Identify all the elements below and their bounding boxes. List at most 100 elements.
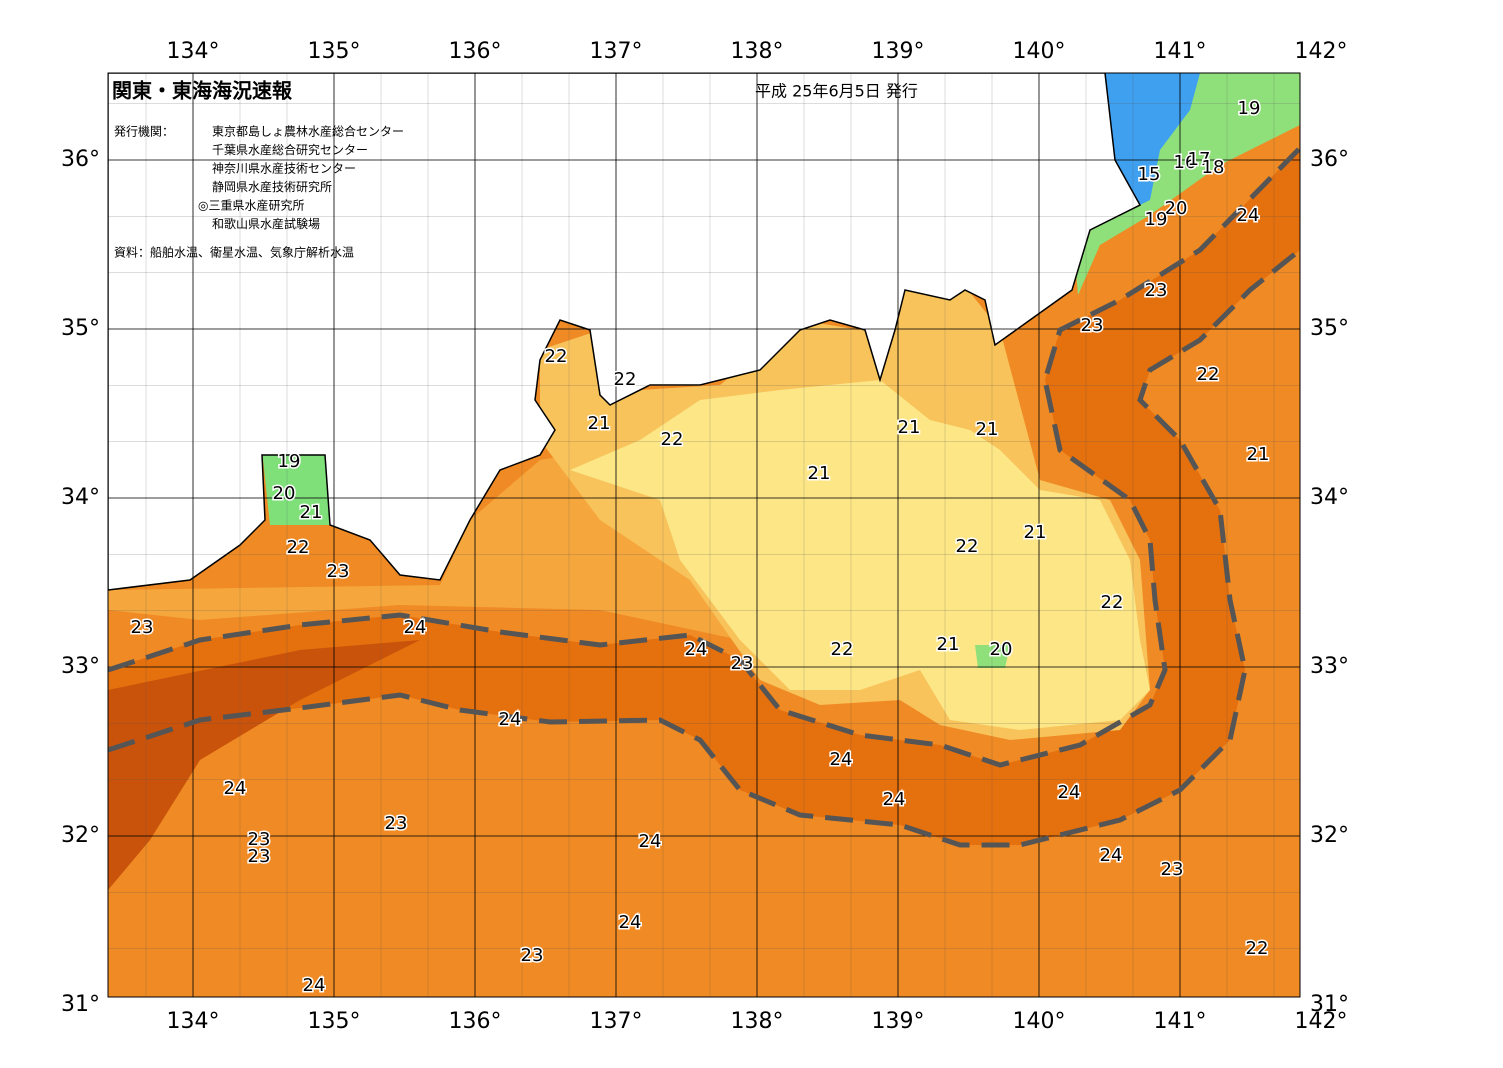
contour-label: 16 [1174,152,1197,173]
contour-label: 23 [248,846,271,867]
contour-label: 24 [1100,845,1123,866]
source: 資料：船舶水温、衛星水温、気象庁解析水温 [114,245,354,260]
lat-label-right: 31° [1310,992,1349,1017]
publisher: 静岡県水産技術研究所 [212,179,332,194]
contour-label: 23 [1081,315,1104,336]
contour-label: 23 [248,829,271,850]
land [108,73,1142,591]
contour-label: 22 [545,346,568,367]
contour-label: 20 [1165,198,1188,219]
map-frame [107,72,1301,998]
lon-label-bottom: 134° [167,1009,220,1034]
contour-label: 22 [956,536,979,557]
contour-label: 21 [300,502,323,523]
contour-label: 22 [1197,364,1220,385]
contour-label: 24 [404,617,427,638]
lon-label-bottom: 138° [731,1009,784,1034]
kuroshio-north-edge [108,146,1300,768]
lat-label-right: 32° [1310,823,1349,848]
lon-label-bottom: 137° [590,1009,643,1034]
issue-date: 平成 25年6月5日 発行 [755,82,918,101]
lat-label-left: 33° [61,654,100,679]
lat-label-right: 36° [1310,147,1349,172]
warm-core [108,640,420,890]
lat-label-right: 34° [1310,485,1349,510]
contour-label: 23 [327,561,350,582]
lon-label-top: 135° [308,39,361,64]
lon-label-bottom: 136° [449,1009,502,1034]
contour-label: 24 [1058,782,1081,803]
lon-label-top: 141° [1154,39,1207,64]
lon-label-bottom: 141° [1154,1009,1207,1034]
lon-label-bottom: 139° [872,1009,925,1034]
lon-label-bottom: 142° [1295,1009,1348,1034]
contour-label: 21 [898,417,921,438]
contour-label: 23 [131,617,154,638]
lat-label-left: 32° [61,823,100,848]
publisher: 神奈川県水産技術センター [212,161,356,176]
contour-label: 22 [614,369,637,390]
lat-label-left: 34° [61,485,100,510]
lon-label-top: 137° [590,39,643,64]
contour-label: 24 [303,975,326,996]
publisher: 和歌山県水産試験場 [212,216,320,231]
map-layers [108,73,1300,997]
lon-label-top: 134° [167,39,220,64]
contour-label: 21 [1024,522,1047,543]
contour-label: 24 [830,749,853,770]
lon-label-top: 138° [731,39,784,64]
cool-water [570,380,1150,730]
contour-label: 21 [976,419,999,440]
publisher: 千葉県水産総合研究センター [212,142,368,157]
contour-label: 24 [685,639,708,660]
contour-label: 15 [1138,164,1161,185]
lat-label-left: 35° [61,316,100,341]
publishers-label: 発行機関： [114,124,174,139]
contour-label: 23 [1161,859,1184,880]
contour-label: 19 [1145,209,1168,230]
contour-label: 19 [278,451,301,472]
contour-label: 20 [273,483,296,504]
publisher: 東京都島しょ農林水産総合センター [212,124,404,139]
contour-label: 23 [1145,280,1168,301]
contour-label: 21 [588,413,611,434]
kuroshio-south-edge [108,248,1300,848]
title: 関東・東海海況速報 [112,79,293,103]
contour-label: 21 [937,634,960,655]
lon-label-bottom: 135° [308,1009,361,1034]
contour-label: 23 [731,653,754,674]
contour-label: 19 [1238,98,1261,119]
lat-label-right: 33° [1310,654,1349,679]
contour-label: 21 [808,463,831,484]
contour-label: 24 [499,709,522,730]
lat-label-left: 31° [61,992,100,1017]
lon-label-top: 140° [1013,39,1066,64]
grid [108,73,1300,997]
contour-label: 18 [1202,157,1225,178]
contour-label: 23 [521,945,544,966]
contour-label: 21 [1247,444,1270,465]
island-green [975,645,1010,668]
contour-label: 24 [883,789,906,810]
contour-label: 22 [661,429,684,450]
contour-label: 17 [1188,149,1211,170]
lon-label-top: 136° [449,39,502,64]
cold-water [1105,73,1200,205]
contour-label: 22 [1101,592,1124,613]
contour-label: 22 [831,639,854,660]
contour-label: 24 [224,778,247,799]
publisher: ◎三重県水産研究所 [198,198,304,213]
contour-label: 22 [1246,938,1269,959]
kuroshio-band [108,148,1300,845]
lon-label-bottom: 140° [1013,1009,1066,1034]
lon-label-top: 139° [872,39,925,64]
contour-label: 23 [385,813,408,834]
contour-label: 24 [639,831,662,852]
contour-label: 22 [287,537,310,558]
lat-label-left: 36° [61,147,100,172]
contour-label: 24 [619,912,642,933]
contour-label: 24 [1237,205,1260,226]
lat-label-right: 35° [1310,316,1349,341]
contour-label: 20 [990,639,1013,660]
